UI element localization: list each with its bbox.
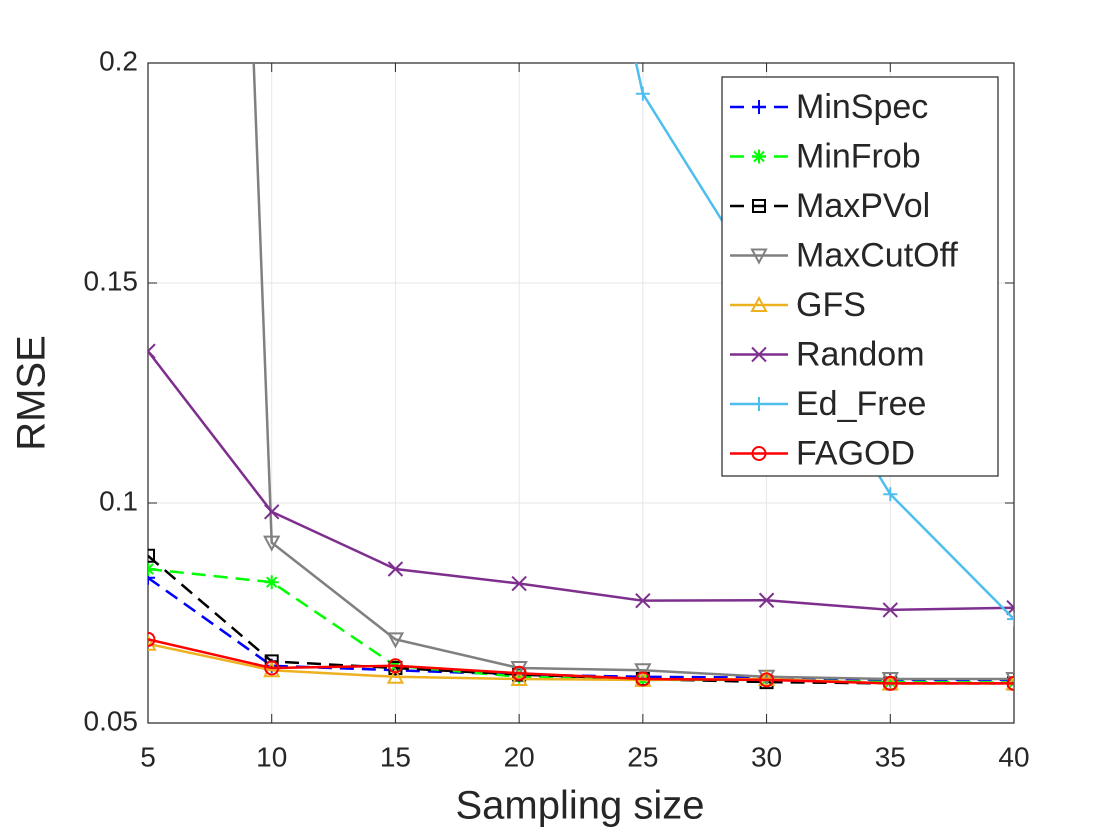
legend-label: Random <box>796 335 925 373</box>
marker <box>750 248 768 265</box>
legend-label: MaxPVol <box>796 187 930 225</box>
x-tick-label: 25 <box>627 741 658 772</box>
legend-label: MinFrob <box>796 137 921 175</box>
marker <box>264 660 280 676</box>
series-line <box>148 638 1014 685</box>
legend-label: Ed_Free <box>796 385 926 423</box>
marker <box>264 575 279 590</box>
marker <box>752 199 766 213</box>
marker <box>883 675 898 690</box>
marker <box>757 669 776 686</box>
marker <box>634 663 652 680</box>
marker <box>1007 612 1014 627</box>
marker <box>511 665 527 681</box>
y-tick-label: 0.2 <box>99 45 138 76</box>
y-tick-label: 0.15 <box>84 265 139 296</box>
x-tick-label: 35 <box>875 741 906 772</box>
legend-label: MinSpec <box>796 88 928 126</box>
legend-label: GFS <box>796 286 866 324</box>
marker <box>148 548 155 563</box>
marker <box>1006 675 1014 691</box>
marker <box>759 672 775 688</box>
x-tick-label: 5 <box>140 741 156 772</box>
marker <box>750 295 768 312</box>
marker <box>882 675 898 691</box>
marker <box>751 346 767 363</box>
x-tick-label: 10 <box>256 741 287 772</box>
marker <box>386 632 405 649</box>
marker <box>881 672 899 689</box>
legend-box <box>721 76 999 477</box>
y-tick-label: 0.05 <box>84 705 139 736</box>
marker <box>752 397 766 411</box>
legend: MinSpec MinFrob MaxPVol MaxCutOff GFS Random E… <box>721 76 999 477</box>
y-tick-label: 0.1 <box>99 485 138 516</box>
plot-frame <box>147 62 1015 724</box>
marker <box>386 667 405 684</box>
marker <box>148 631 156 647</box>
marker <box>387 658 403 674</box>
marker <box>635 671 651 687</box>
series-line <box>252 63 1014 681</box>
marker <box>263 535 281 552</box>
marker <box>263 661 281 678</box>
marker <box>758 592 775 608</box>
marker <box>635 592 651 609</box>
marker <box>148 634 157 651</box>
x-tick-label: 15 <box>380 741 411 772</box>
marker <box>752 149 766 164</box>
x-tick-label: 30 <box>751 741 782 772</box>
marker <box>264 504 280 520</box>
x-axis-label: Sampling size <box>455 784 704 828</box>
x-tick-label: 20 <box>504 741 535 772</box>
marker <box>148 343 156 359</box>
marker <box>511 575 527 592</box>
marker <box>751 446 767 461</box>
marker <box>1006 600 1014 616</box>
marker <box>752 100 766 114</box>
marker <box>1005 672 1014 689</box>
y-axis-label: RMSE <box>10 335 54 451</box>
marker <box>883 487 898 502</box>
legend-label: FAGOD <box>796 434 915 472</box>
marker <box>882 602 898 618</box>
legend-label: MaxCutOff <box>796 236 958 274</box>
marker <box>148 570 155 585</box>
series-line <box>148 350 1014 612</box>
x-tick-label: 40 <box>998 741 1029 772</box>
marker <box>635 86 650 101</box>
marker <box>387 561 404 577</box>
